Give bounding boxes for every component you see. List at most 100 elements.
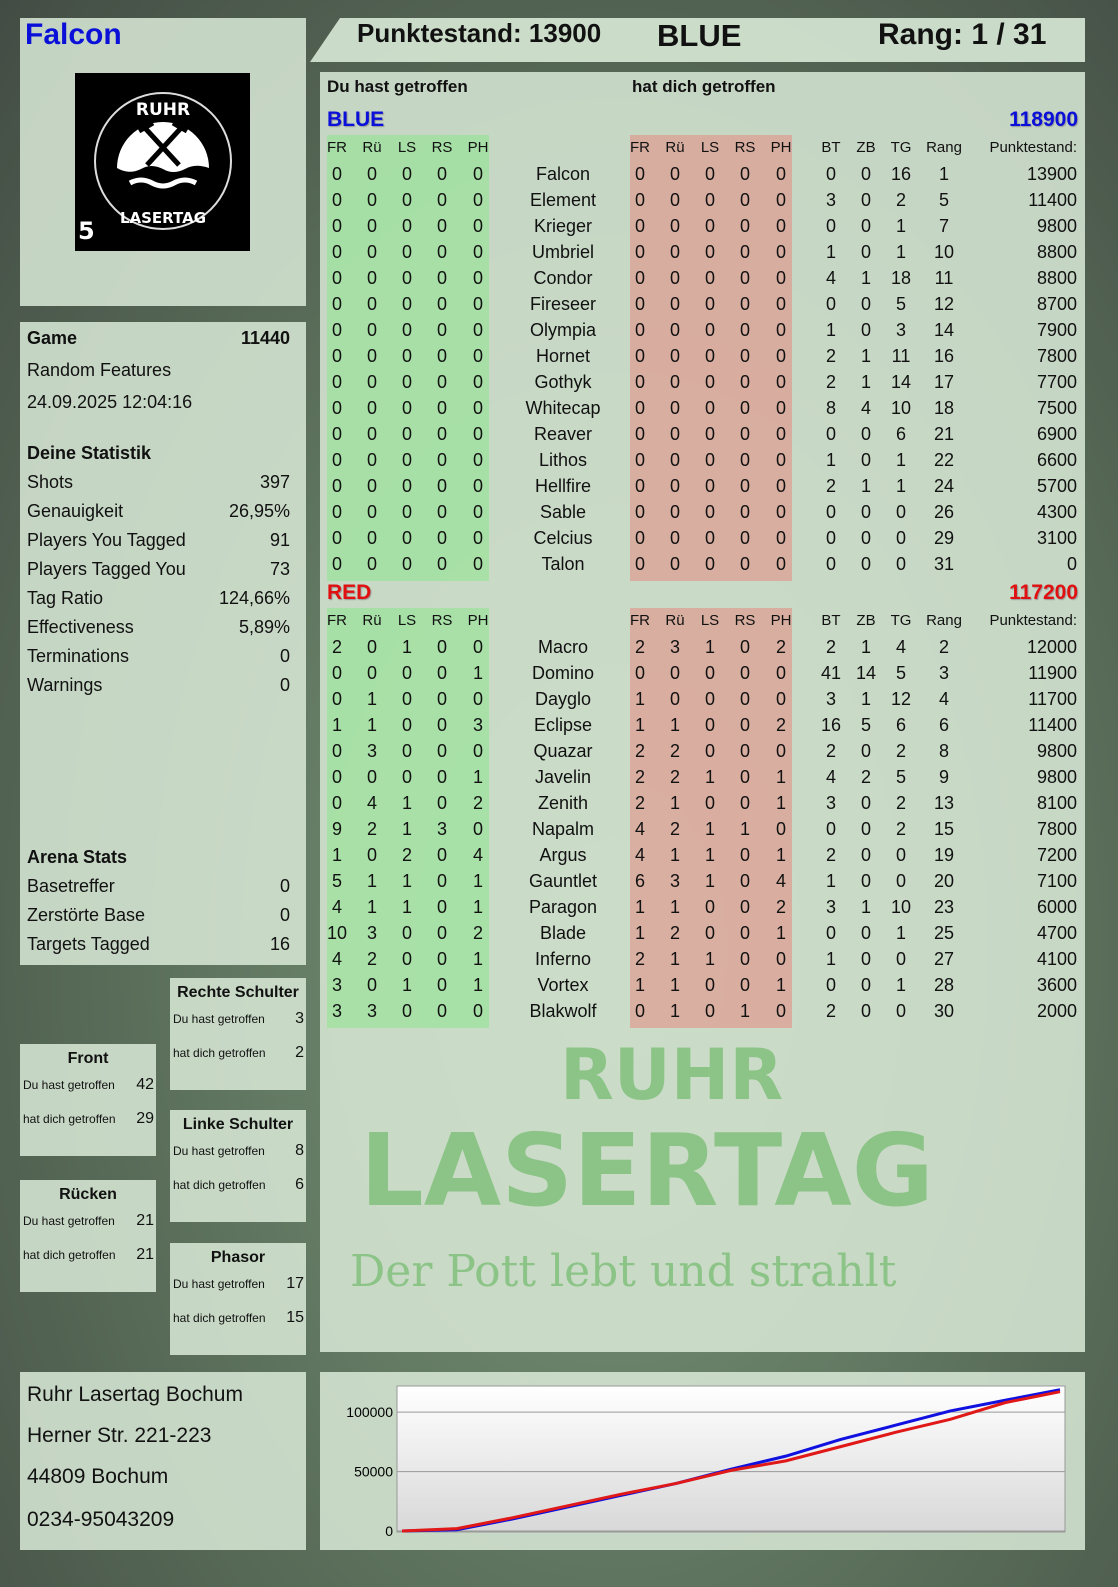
stat-cell: 0 (436, 845, 448, 865)
stat-label: Effectiveness (27, 617, 134, 637)
stat-cell: 10 (326, 923, 348, 943)
column-header: LS (700, 139, 720, 156)
stat-cell: 0 (895, 871, 907, 891)
stat-cell: 0 (825, 294, 837, 314)
player-name: Gothyk (534, 372, 592, 392)
stat-cell: 0 (825, 164, 837, 184)
team-name: RED (327, 581, 372, 604)
hit-you-label: hat dich getroffen (23, 1248, 116, 1262)
player-score: 4700 (1036, 923, 1077, 943)
stat-cell: 0 (704, 663, 716, 683)
stat-cell: 1 (669, 949, 681, 969)
stat-row: Terminations 0 (27, 646, 290, 667)
stat-cell: 0 (401, 767, 413, 787)
player-name: Blakwolf (529, 1001, 597, 1021)
stat-cell: 4 (331, 949, 343, 969)
stat-cell: 0 (775, 216, 787, 236)
stat-cell: 1 (331, 715, 343, 735)
column-header: RS (431, 612, 453, 629)
stat-cell: 0 (825, 502, 837, 522)
stat-cell: 0 (634, 268, 646, 288)
stat-cell: 0 (331, 689, 343, 709)
player-score: 7500 (1036, 398, 1077, 418)
stat-cell: 2 (825, 637, 837, 657)
hitzone-title: Front (67, 1050, 109, 1067)
arena-row: Targets Tagged 16 (27, 934, 290, 955)
stat-cell: 2 (669, 923, 681, 943)
stat-cell: 0 (669, 268, 681, 288)
y-tick-label: 0 (385, 1523, 393, 1539)
you-hit-value: 8 (295, 1142, 304, 1159)
stat-cell: 10 (933, 242, 955, 262)
stat-row: Players Tagged You 73 (27, 559, 290, 580)
column-header: RS (734, 139, 756, 156)
stat-cell: 0 (669, 476, 681, 496)
stat-cell: 25 (933, 923, 955, 943)
player-name: Condor (533, 268, 593, 288)
stat-cell: 0 (669, 164, 681, 184)
stat-cell: 2 (634, 793, 646, 813)
stat-row: Players You Tagged 91 (27, 530, 290, 551)
stat-cell: 3 (331, 975, 343, 995)
stat-cell: 2 (472, 793, 484, 813)
stat-cell: 0 (472, 528, 484, 548)
player-name: Celcius (533, 528, 593, 548)
arena-label: Targets Tagged (27, 934, 150, 954)
stat-cell: 0 (472, 424, 484, 444)
stat-cell: 3 (825, 793, 837, 813)
stat-label: Players Tagged You (27, 559, 186, 579)
stat-cell: 0 (436, 398, 448, 418)
stat-cell: 0 (775, 164, 787, 184)
stat-cell: 0 (704, 923, 716, 943)
arena-row: Zerstörte Base 0 (27, 905, 290, 926)
stat-cell: 0 (366, 164, 378, 184)
you-hit-band (327, 608, 489, 1028)
header-bar (310, 18, 1085, 62)
column-header: FR (630, 139, 650, 156)
you-hit-label: Du hast getroffen (173, 1144, 265, 1158)
stat-cell: 1 (401, 793, 413, 813)
stat-value: 0 (279, 646, 290, 666)
stat-cell: 0 (366, 294, 378, 314)
stat-cell: 0 (704, 476, 716, 496)
stat-cell: 0 (472, 372, 484, 392)
stat-cell: 1 (895, 975, 907, 995)
stat-cell: 1 (366, 871, 378, 891)
player-name: Fireseer (529, 294, 597, 314)
stat-cell: 1 (895, 216, 907, 236)
stat-cell: 0 (860, 164, 872, 184)
stat-cell: 0 (825, 923, 837, 943)
stat-cell: 0 (860, 793, 872, 813)
stat-cell: 0 (472, 216, 484, 236)
stat-cell: 2 (669, 767, 681, 787)
stat-cell: 0 (775, 1001, 787, 1021)
stat-cell: 1 (825, 242, 837, 262)
you-hit-label: Du hast getroffen (23, 1214, 115, 1228)
svg-text:LASERTAG: LASERTAG (120, 209, 206, 227)
stat-cell: 0 (401, 741, 413, 761)
stat-cell: 0 (739, 476, 751, 496)
stat-cell: 0 (739, 528, 751, 548)
stat-cell: 1 (366, 897, 378, 917)
stat-cell: 2 (895, 190, 907, 210)
stat-cell: 0 (775, 554, 787, 574)
stat-cell: 1 (472, 897, 484, 917)
stat-cell: 14 (890, 372, 912, 392)
stat-cell: 0 (860, 424, 872, 444)
stat-cell: 0 (739, 871, 751, 891)
stat-cell: 3 (825, 190, 837, 210)
stat-cell: 0 (436, 294, 448, 314)
stat-cell: 0 (472, 1001, 484, 1021)
stat-cell: 0 (669, 346, 681, 366)
stat-cell: 1 (472, 975, 484, 995)
stat-cell: 0 (331, 741, 343, 761)
stat-cell: 2 (825, 346, 837, 366)
stat-cell: 1 (634, 923, 646, 943)
y-tick-label: 50000 (354, 1464, 393, 1480)
player-name: Whitecap (525, 398, 601, 418)
stat-cell: 2 (895, 741, 907, 761)
stat-cell: 0 (366, 476, 378, 496)
stat-cell: 0 (331, 767, 343, 787)
stat-cell: 0 (775, 528, 787, 548)
hit-you-label: hat dich getroffen (173, 1178, 266, 1192)
